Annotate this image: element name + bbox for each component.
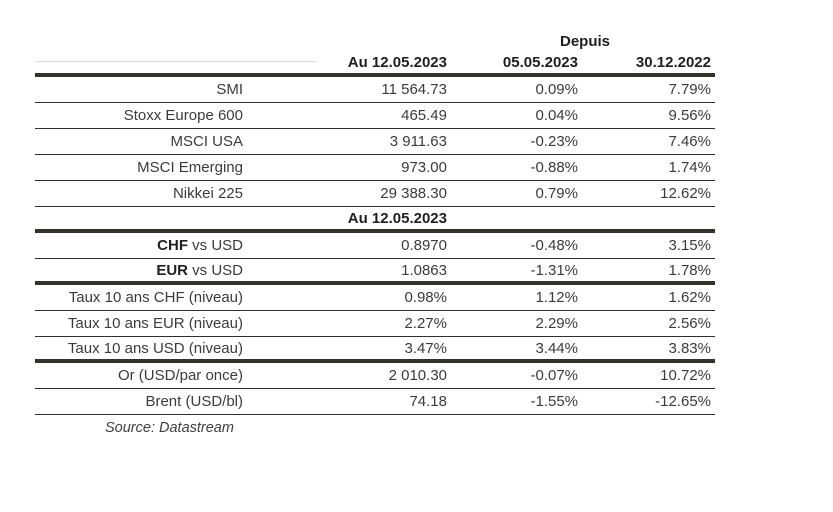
row-value: 3.47% bbox=[404, 339, 447, 357]
table-row: SMI 11 564.73 0.09% 7.79% bbox=[35, 77, 715, 103]
table-body: SMI 11 564.73 0.09% 7.79% Stoxx Europe 600 46… bbox=[35, 77, 715, 415]
depuis-header-label: Depuis bbox=[559, 32, 610, 50]
section-header-row: Au 12.05.2023 bbox=[35, 207, 715, 233]
table-row: MSCI USA 3 911.63 -0.23% 7.46% bbox=[35, 129, 715, 155]
table-row: Or (USD/par once) 2 010.30 -0.07% 10.72% bbox=[35, 363, 715, 389]
table-row: EUR vs USD 1.0863 -1.31% 1.78% bbox=[35, 259, 715, 285]
row-label-bold: CHF bbox=[157, 237, 188, 254]
table-row: MSCI Emerging 973.00 -0.88% 1.74% bbox=[35, 155, 715, 181]
row-change-since-0505: 2.29% bbox=[535, 315, 578, 332]
row-label: Or (USD/par once) bbox=[117, 367, 243, 384]
depuis-header-row: Depuis bbox=[35, 30, 715, 52]
row-label: Taux 10 ans EUR (niveau) bbox=[67, 315, 243, 332]
row-change-since-3012: 1.78% bbox=[668, 261, 711, 279]
row-change-since-0505: -0.07% bbox=[530, 367, 578, 384]
table-row: Stoxx Europe 600 465.49 0.04% 9.56% bbox=[35, 103, 715, 129]
market-table: Depuis Au 12.05.2023 05.05.2023 30.12.20… bbox=[35, 30, 715, 436]
row-change-since-3012: 9.56% bbox=[668, 107, 711, 124]
row-change-since-0505: 1.12% bbox=[535, 289, 578, 306]
header-light-rule bbox=[35, 61, 317, 62]
row-change-since-0505: -1.31% bbox=[530, 261, 578, 279]
row-change-since-0505: 3.44% bbox=[535, 339, 578, 357]
row-change-since-3012: 1.74% bbox=[668, 159, 711, 176]
row-change-since-3012: 1.62% bbox=[668, 289, 711, 306]
row-value: 29 388.30 bbox=[380, 185, 447, 202]
column-header-row: Au 12.05.2023 05.05.2023 30.12.2022 bbox=[35, 52, 715, 77]
row-value: 74.18 bbox=[409, 393, 447, 410]
row-change-since-0505: 0.79% bbox=[535, 185, 578, 202]
row-label: MSCI USA bbox=[170, 133, 243, 150]
row-value: 3 911.63 bbox=[389, 133, 447, 150]
row-value: 11 564.73 bbox=[381, 81, 447, 98]
row-value: 465.49 bbox=[401, 107, 447, 124]
row-change-since-0505: -1.55% bbox=[530, 393, 578, 410]
row-label: Taux 10 ans USD (niveau) bbox=[67, 339, 243, 357]
row-change-since-3012: 12.62% bbox=[660, 185, 711, 202]
column-header-value-date: Au 12.05.2023 bbox=[347, 54, 447, 71]
row-value: 0.8970 bbox=[401, 237, 447, 254]
row-value: 2.27% bbox=[404, 315, 447, 332]
row-label: MSCI Emerging bbox=[137, 159, 243, 176]
row-change-since-3012: 3.15% bbox=[668, 237, 711, 254]
row-change-since-0505: -0.48% bbox=[530, 237, 578, 254]
section-header-label: Au 12.05.2023 bbox=[347, 209, 447, 227]
table-row: Taux 10 ans EUR (niveau) 2.27% 2.29% 2.56% bbox=[35, 311, 715, 337]
row-change-since-3012: 2.56% bbox=[668, 315, 711, 332]
row-label: Brent (USD/bl) bbox=[145, 393, 243, 410]
column-header-since-3012: 30.12.2022 bbox=[635, 54, 711, 71]
row-value: 0.98% bbox=[404, 289, 447, 306]
row-value: 1.0863 bbox=[401, 261, 447, 279]
row-value: 2 010.30 bbox=[388, 367, 447, 384]
row-label-bold: EUR bbox=[156, 261, 188, 279]
row-change-since-0505: -0.23% bbox=[530, 133, 578, 150]
table-row: Taux 10 ans USD (niveau) 3.47% 3.44% 3.83% bbox=[35, 337, 715, 363]
row-change-since-0505: 0.09% bbox=[535, 81, 578, 98]
row-change-since-0505: -0.88% bbox=[530, 159, 578, 176]
table-row: Taux 10 ans CHF (niveau) 0.98% 1.12% 1.62% bbox=[35, 285, 715, 311]
source-note: Source: Datastream bbox=[105, 420, 234, 436]
row-label: EUR vs USD bbox=[156, 261, 243, 279]
table-row: Brent (USD/bl) 74.18 -1.55% -12.65% bbox=[35, 389, 715, 415]
row-label: SMI bbox=[216, 81, 243, 98]
row-change-since-3012: 7.46% bbox=[668, 133, 711, 150]
row-label: Nikkei 225 bbox=[172, 185, 243, 202]
column-header-since-0505: 05.05.2023 bbox=[502, 54, 578, 71]
row-change-since-3012: 10.72% bbox=[660, 367, 711, 384]
row-change-since-3012: 3.83% bbox=[668, 339, 711, 357]
table-row: CHF vs USD 0.8970 -0.48% 3.15% bbox=[35, 233, 715, 259]
row-change-since-3012: -12.65% bbox=[655, 393, 711, 410]
table-row: Nikkei 225 29 388.30 0.79% 12.62% bbox=[35, 181, 715, 207]
row-label: CHF vs USD bbox=[157, 237, 243, 254]
row-label: Taux 10 ans CHF (niveau) bbox=[68, 289, 243, 306]
row-change-since-0505: 0.04% bbox=[535, 107, 578, 124]
row-label: Stoxx Europe 600 bbox=[123, 107, 243, 124]
row-change-since-3012: 7.79% bbox=[668, 81, 711, 98]
row-value: 973.00 bbox=[401, 159, 447, 176]
